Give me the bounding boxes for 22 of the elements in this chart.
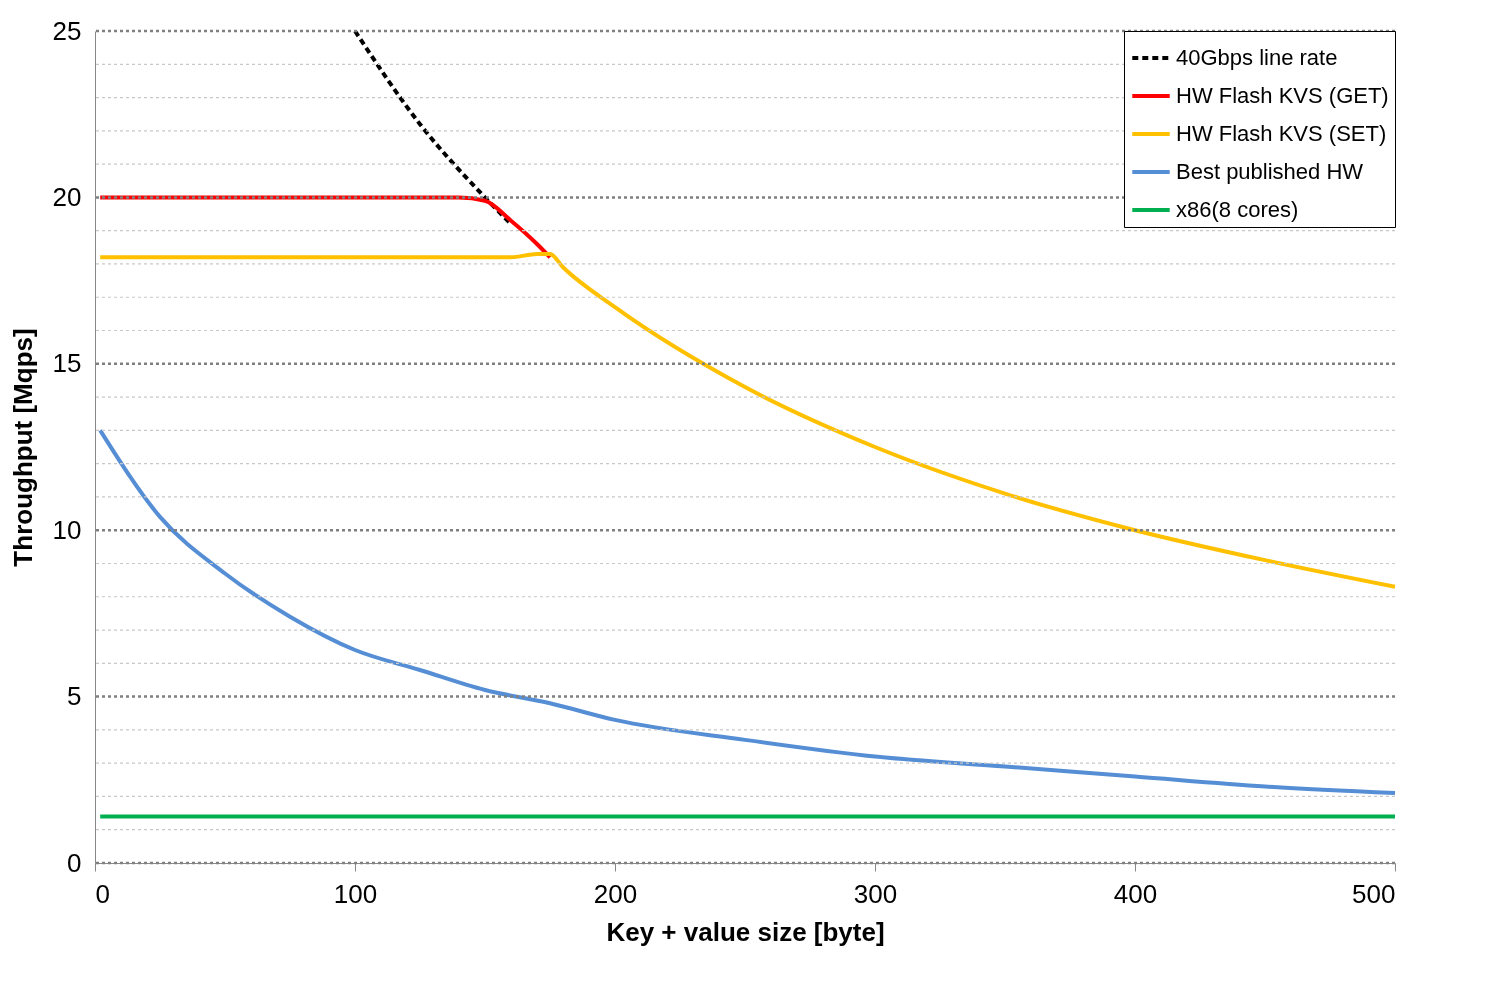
line-series [98, 428, 1397, 796]
legend-label: HW Flash KVS (SET) [1176, 121, 1387, 146]
x-tick-label: 300 [853, 878, 898, 909]
y-tick-label: 20 [52, 181, 82, 212]
y-axis-title: Throughput [Mqps] [7, 328, 38, 567]
legend-label: 40Gbps line rate [1176, 45, 1338, 70]
x-tick-label: 0 [95, 878, 110, 909]
x-tick-label: 100 [333, 878, 378, 909]
y-tick-label: 0 [67, 847, 82, 878]
y-tick-label: 5 [67, 681, 82, 712]
legend-label: x86(8 cores) [1176, 197, 1299, 222]
x-tick-label: 500 [1352, 878, 1396, 909]
y-tick-label: 25 [52, 15, 82, 46]
x-tick-label: 200 [593, 878, 638, 909]
x-axis-title: Key + value size [byte] [606, 916, 885, 947]
x-tick-label: 400 [1113, 878, 1158, 909]
y-tick-label: 10 [52, 514, 82, 545]
y-tick-label: 15 [52, 348, 82, 379]
line-series [98, 251, 1397, 589]
legend-label: Best published HW [1176, 159, 1364, 184]
line-series [98, 195, 552, 260]
legend-label: HW Flash KVS (GET) [1176, 83, 1389, 108]
